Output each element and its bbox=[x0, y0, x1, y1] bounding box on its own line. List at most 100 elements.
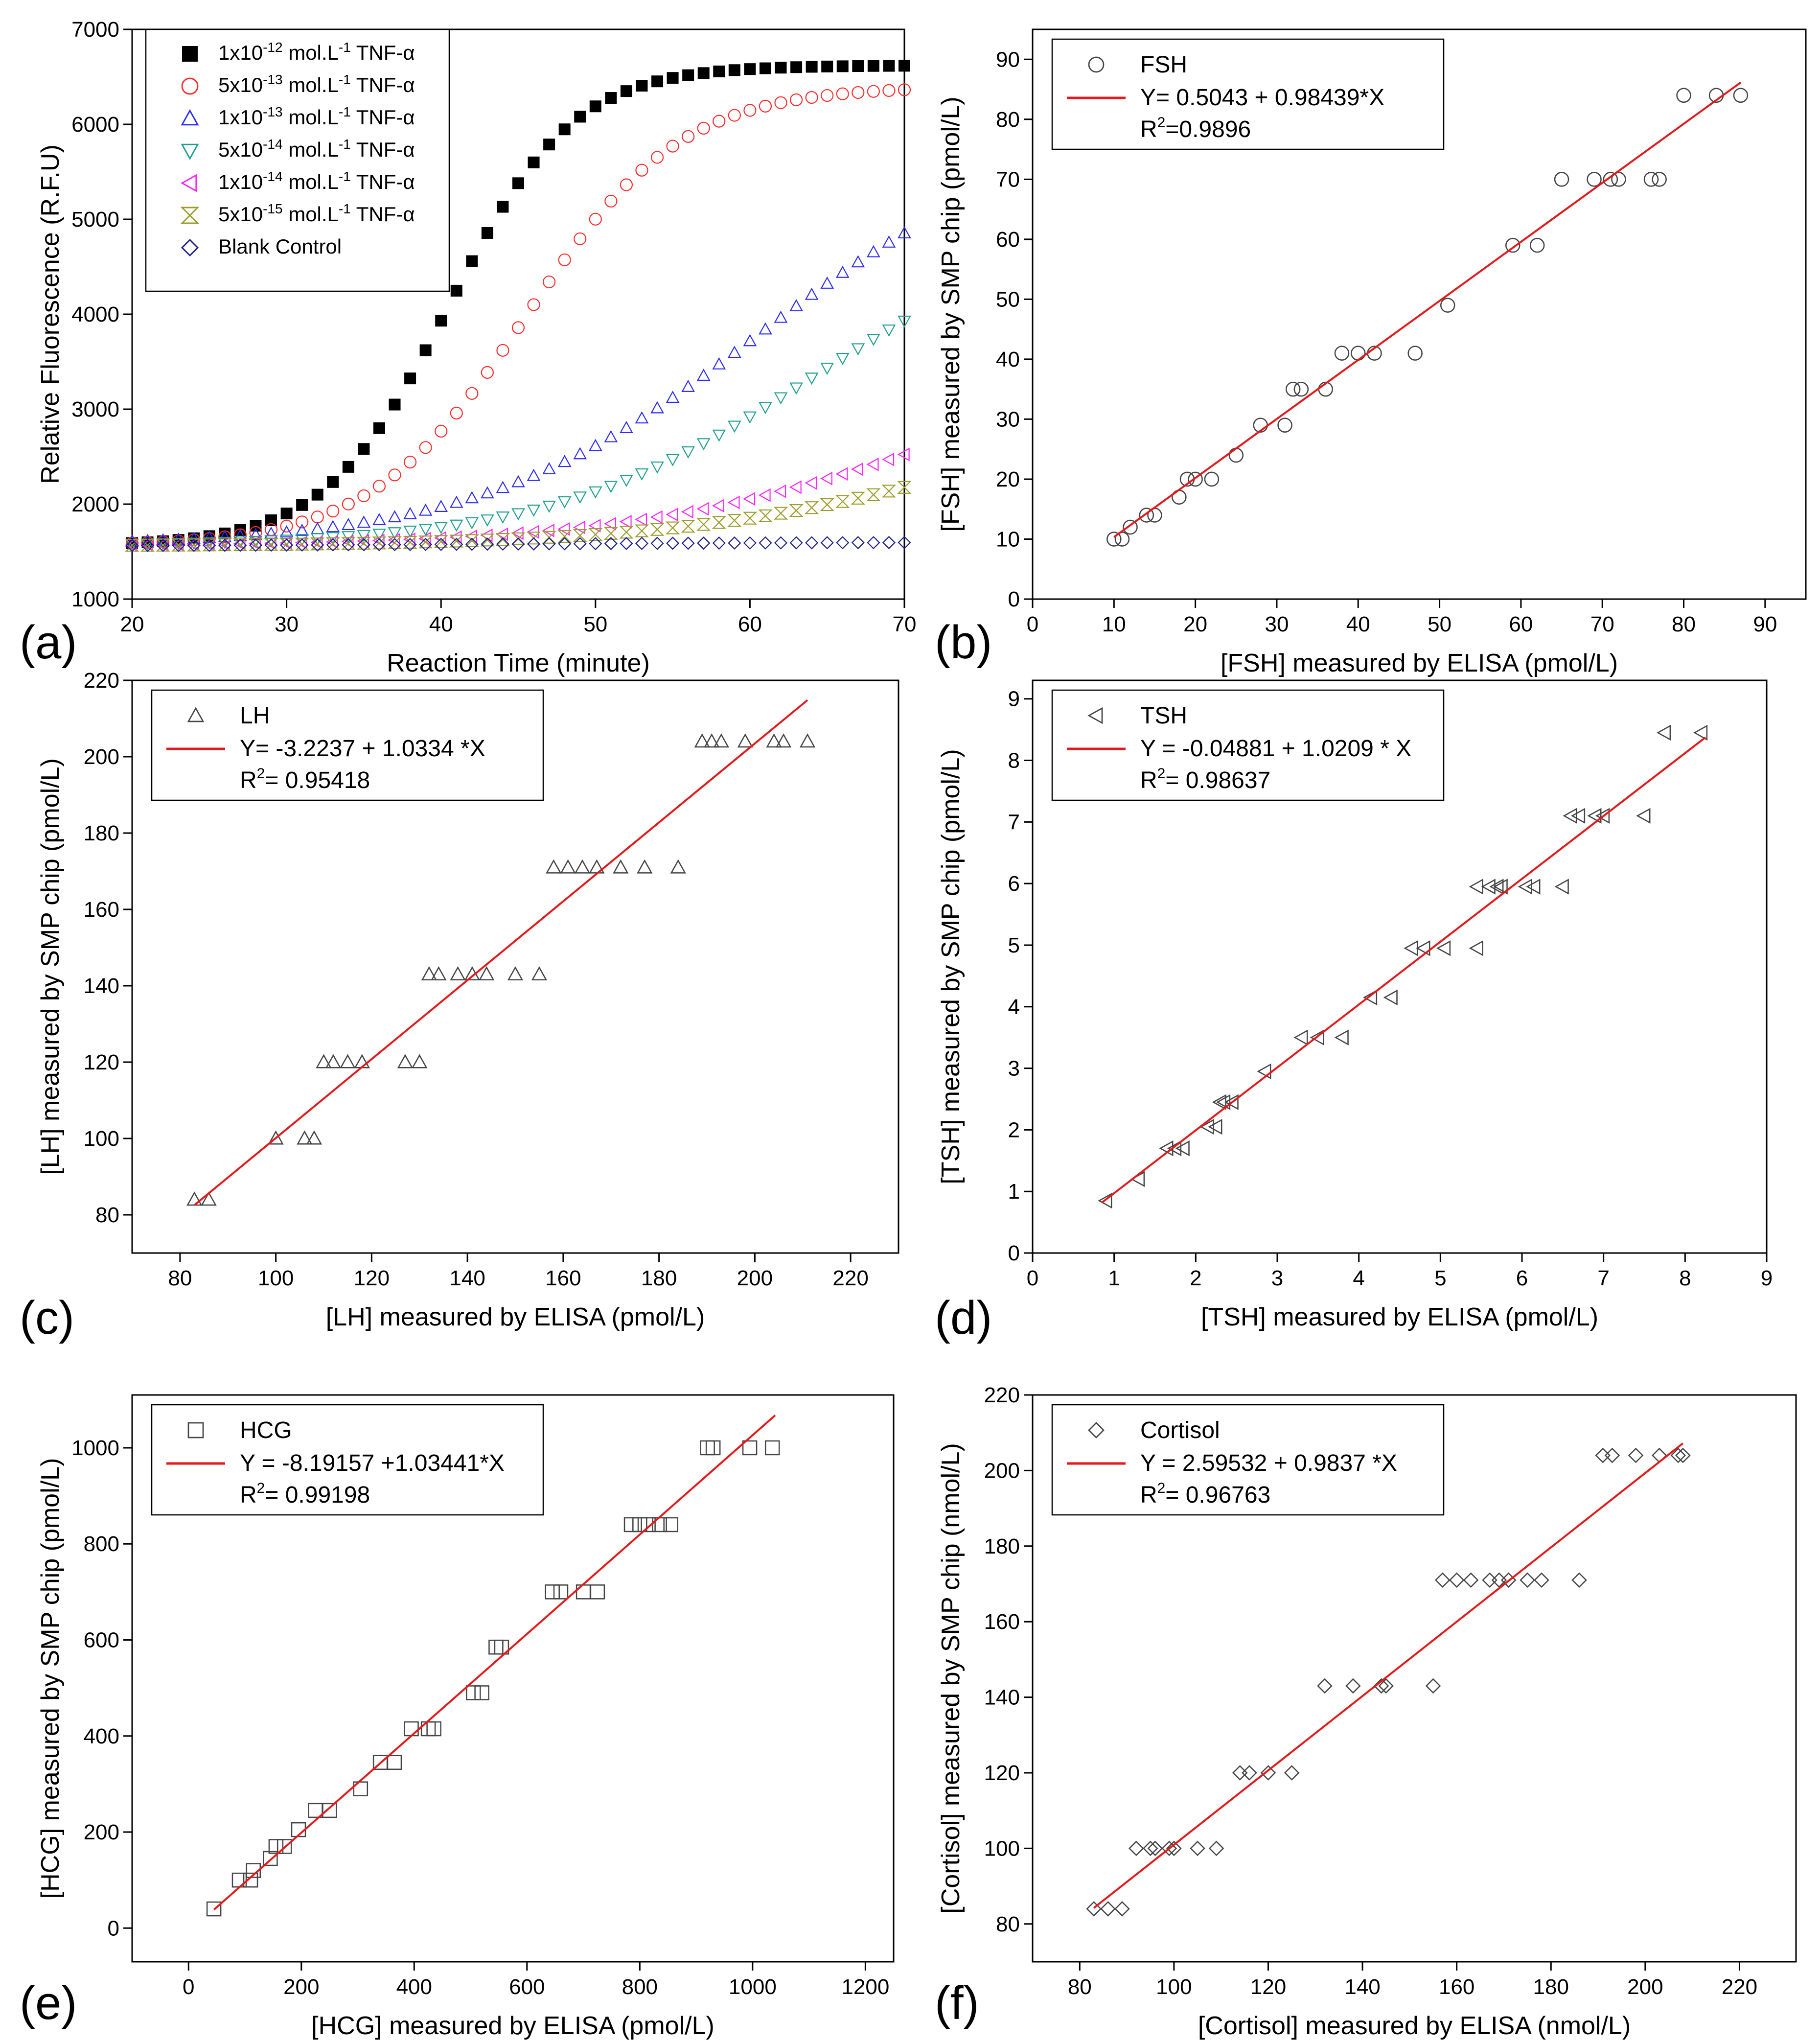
data-point bbox=[388, 527, 402, 540]
legend-box bbox=[151, 689, 544, 801]
y-tick-label: 100 bbox=[984, 1836, 1020, 1860]
data-point bbox=[357, 538, 370, 552]
y-tick-label: 20 bbox=[996, 467, 1020, 491]
data-point bbox=[1242, 1765, 1257, 1781]
data-point bbox=[637, 859, 653, 874]
y-tick-label: 2000 bbox=[71, 492, 119, 516]
data-point bbox=[1518, 879, 1532, 895]
data-point bbox=[403, 507, 417, 519]
data-point bbox=[357, 515, 371, 528]
data-point bbox=[186, 538, 201, 552]
y-tick-label: 4000 bbox=[71, 302, 119, 326]
data-point bbox=[249, 538, 263, 552]
data-point bbox=[465, 537, 479, 551]
series-5 bbox=[125, 481, 912, 552]
data-point bbox=[326, 538, 340, 552]
data-point bbox=[435, 424, 448, 438]
data-point bbox=[217, 538, 232, 552]
y-tick-label: 3 bbox=[1008, 1057, 1020, 1081]
legend-text: TNF-α bbox=[351, 73, 415, 96]
r-superscript: 2 bbox=[257, 766, 265, 782]
legend-box bbox=[145, 28, 450, 292]
data-point bbox=[576, 1584, 591, 1600]
data-point bbox=[667, 72, 679, 84]
x-tick-label: 60 bbox=[738, 612, 762, 636]
x-tick-label: 40 bbox=[1346, 612, 1370, 636]
plot-frame bbox=[1032, 679, 1768, 1254]
r-symbol: R bbox=[240, 1482, 257, 1508]
data-point bbox=[412, 1054, 428, 1068]
legend-series-label: LH bbox=[240, 703, 270, 729]
data-point bbox=[296, 515, 309, 529]
x-tick-label: 200 bbox=[1627, 1975, 1663, 1999]
data-point bbox=[419, 344, 432, 356]
data-point bbox=[882, 535, 896, 550]
y-tick-label: 6000 bbox=[71, 113, 119, 137]
legend-box bbox=[151, 1404, 544, 1516]
data-point bbox=[604, 537, 618, 551]
data-point bbox=[342, 538, 355, 552]
y-tick-label: 800 bbox=[84, 1532, 119, 1556]
data-point bbox=[342, 497, 355, 511]
data-point bbox=[712, 516, 726, 529]
data-point bbox=[295, 537, 309, 551]
data-point bbox=[1098, 1192, 1112, 1209]
x-tick-label: 200 bbox=[283, 1975, 319, 1999]
data-point bbox=[696, 438, 711, 451]
data-point bbox=[1232, 1765, 1248, 1781]
x-tick-label: 3 bbox=[1271, 1266, 1283, 1290]
data-point bbox=[264, 538, 278, 552]
legend-superscript: -13 bbox=[263, 72, 282, 87]
r-squared-value: = 0.96763 bbox=[1165, 1482, 1270, 1508]
x-tick-label: 4 bbox=[1353, 1266, 1364, 1290]
data-point bbox=[528, 156, 540, 168]
data-point bbox=[713, 115, 726, 128]
data-point bbox=[867, 536, 880, 550]
data-point bbox=[1436, 940, 1451, 956]
y-tick-label: 1 bbox=[1008, 1180, 1020, 1204]
legend-marker bbox=[180, 207, 200, 224]
data-point bbox=[1529, 237, 1545, 253]
data-point bbox=[743, 536, 757, 550]
data-point bbox=[263, 1851, 278, 1866]
data-point bbox=[479, 966, 495, 981]
legend-text: 1x10 bbox=[218, 170, 263, 193]
data-point bbox=[897, 481, 912, 494]
data-point bbox=[805, 91, 818, 104]
data-point bbox=[867, 333, 880, 346]
data-point bbox=[604, 430, 618, 442]
legend-text: mol.L bbox=[283, 73, 339, 96]
data-point bbox=[419, 537, 433, 551]
data-point bbox=[1534, 1572, 1549, 1588]
data-point bbox=[605, 92, 617, 104]
y-tick-label: 7 bbox=[1008, 810, 1020, 834]
data-point bbox=[276, 1839, 292, 1854]
data-point bbox=[604, 194, 618, 208]
legend-text: TNF-α bbox=[351, 41, 415, 64]
data-point bbox=[553, 1584, 569, 1600]
data-point bbox=[358, 443, 370, 455]
data-point bbox=[743, 334, 757, 347]
x-tick-label: 0 bbox=[1027, 612, 1038, 636]
data-point bbox=[712, 429, 726, 442]
x-tick-label: 220 bbox=[832, 1266, 868, 1290]
data-point bbox=[604, 517, 617, 531]
data-point bbox=[1520, 1572, 1535, 1588]
x-tick-label: 10 bbox=[1102, 612, 1126, 636]
data-point bbox=[372, 513, 386, 525]
data-point bbox=[1106, 532, 1122, 547]
data-point bbox=[341, 537, 356, 550]
data-point bbox=[279, 525, 294, 537]
data-point bbox=[623, 1517, 639, 1532]
data-point bbox=[898, 226, 911, 239]
y-tick-label: 0 bbox=[1008, 587, 1020, 611]
data-point bbox=[1139, 508, 1154, 523]
data-point bbox=[1208, 1118, 1222, 1135]
data-point bbox=[705, 1440, 721, 1456]
data-point bbox=[641, 1517, 656, 1532]
data-point bbox=[1142, 1840, 1158, 1857]
data-point bbox=[1167, 1140, 1182, 1157]
y-tick-label: 40 bbox=[996, 348, 1020, 371]
data-point bbox=[774, 96, 787, 109]
data-point bbox=[280, 519, 293, 533]
